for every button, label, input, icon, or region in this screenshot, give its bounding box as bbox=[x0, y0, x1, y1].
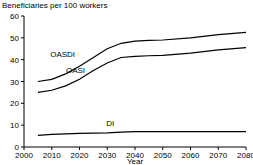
x-tick bbox=[79, 147, 80, 150]
series-line bbox=[38, 132, 246, 136]
y-tick bbox=[21, 16, 24, 17]
x-tick-label: 2080 bbox=[237, 151, 253, 160]
series-label: DI bbox=[106, 119, 114, 128]
y-axis-label: Beneficiaries per 100 workers bbox=[2, 1, 107, 10]
y-tick-label: 40 bbox=[10, 56, 19, 65]
x-tick-label: 2050 bbox=[154, 151, 172, 160]
x-tick bbox=[218, 147, 219, 150]
y-tick-label: 10 bbox=[10, 121, 19, 130]
x-tick bbox=[51, 147, 52, 150]
y-tick bbox=[21, 103, 24, 104]
x-tick bbox=[190, 147, 191, 150]
series-line bbox=[38, 48, 246, 93]
x-tick bbox=[246, 147, 247, 150]
x-tick-label: 2060 bbox=[182, 151, 200, 160]
x-tick-label: 2030 bbox=[98, 151, 116, 160]
y-tick-label: 60 bbox=[10, 12, 19, 21]
y-tick bbox=[21, 37, 24, 38]
x-axis-label: Year bbox=[127, 157, 144, 165]
x-tick bbox=[24, 147, 25, 150]
x-tick-label: 2010 bbox=[43, 151, 61, 160]
chart: 0102030405060200020102020203020402050206… bbox=[0, 0, 253, 165]
y-tick-label: 50 bbox=[10, 34, 19, 43]
y-tick bbox=[21, 59, 24, 60]
x-tick bbox=[135, 147, 136, 150]
x-tick-label: 2000 bbox=[15, 151, 33, 160]
series-label: OASDI bbox=[50, 50, 75, 59]
x-tick bbox=[162, 147, 163, 150]
x-tick-label: 2020 bbox=[71, 151, 89, 160]
y-tick bbox=[21, 125, 24, 126]
y-tick bbox=[21, 81, 24, 82]
y-tick-label: 20 bbox=[10, 99, 19, 108]
series-label: OASI bbox=[66, 66, 85, 75]
series-line bbox=[38, 32, 246, 81]
plot-area bbox=[38, 32, 246, 135]
x-tick bbox=[107, 147, 108, 150]
x-tick-label: 2070 bbox=[209, 151, 227, 160]
y-tick-label: 30 bbox=[10, 78, 19, 87]
